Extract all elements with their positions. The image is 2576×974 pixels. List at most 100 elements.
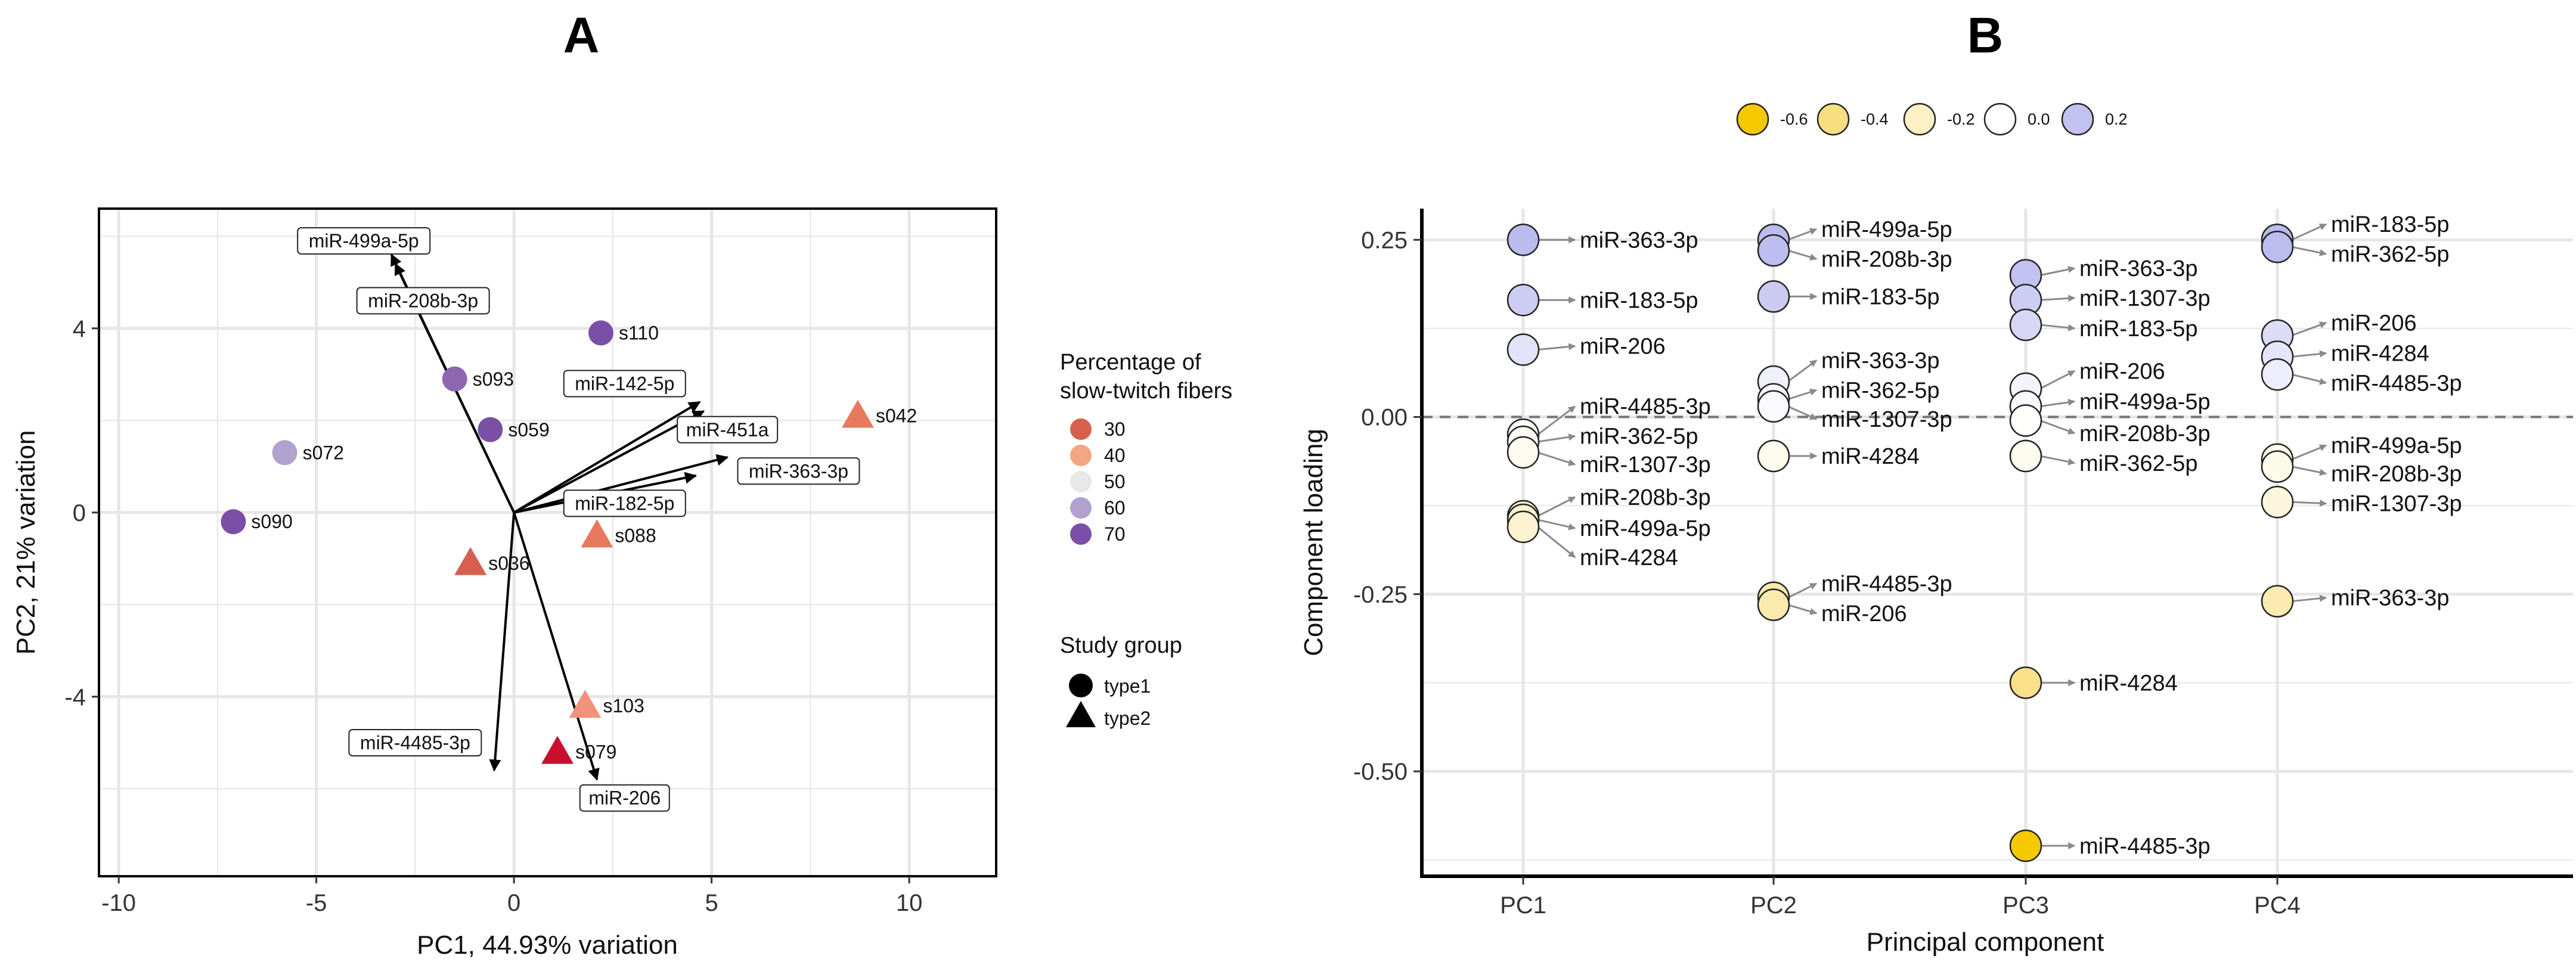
y-tick-label: -0.50 xyxy=(1353,759,1408,785)
legend-type1-label: type1 xyxy=(1104,675,1151,697)
panel-b-loading-points xyxy=(1506,224,2294,863)
loading-legend-swatch xyxy=(1983,103,2017,136)
loading-point xyxy=(1506,224,1540,256)
vector-label: miR-4485-3p xyxy=(360,732,470,753)
vector-label: miR-499a-5p xyxy=(309,230,419,252)
sample-point-triangle xyxy=(569,690,602,718)
sample-label: s110 xyxy=(619,322,659,344)
label-leader-line xyxy=(2291,373,2327,385)
mirna-label: miR-499a-5p xyxy=(1821,217,1952,242)
sample-point-triangle xyxy=(454,547,487,575)
fiber-legend-swatch xyxy=(1070,445,1092,466)
vector-label-box xyxy=(356,287,490,315)
panel-b-mirna-labels: miR-363-3p miR-183-5p miR-206 miR-4485-3p mi… xyxy=(1580,212,2462,859)
vector-label: miR-363-3p xyxy=(749,460,848,482)
x-tick-label: PC2 xyxy=(1750,892,1797,919)
panel-a-sample-points: s110 s093 s059 s072 s090 s042 s088 s036 s103 s079 xyxy=(221,320,917,764)
mirna-label: miR-206 xyxy=(2331,311,2417,336)
loading-point xyxy=(2009,829,2042,863)
fiber-legend-swatch xyxy=(1070,471,1092,492)
loading-legend-label: 0.0 xyxy=(2028,110,2050,128)
fiber-legend-swatch xyxy=(1070,497,1092,519)
legend-circle-icon xyxy=(1069,674,1093,697)
loading-vector-arrow xyxy=(513,410,705,514)
loading-legend-swatch xyxy=(1816,103,1850,136)
panel-a-vector-labels: miR-499a-5p miR-208b-3p miR-142-5p miR-451a… xyxy=(297,227,860,812)
mirna-label: miR-4485-3p xyxy=(2079,834,2211,859)
x-tick-label: 10 xyxy=(896,890,923,916)
loading-point xyxy=(1506,284,1540,317)
panel-b-letter: B xyxy=(1967,7,2004,63)
mirna-label: miR-206 xyxy=(2079,359,2165,384)
mirna-label: miR-1307-3p xyxy=(1580,452,1711,477)
mirna-label: miR-183-5p xyxy=(1821,284,1940,309)
label-leader-line xyxy=(2039,266,2076,277)
label-leader-line xyxy=(2291,500,2327,507)
label-leader-line xyxy=(1537,343,1576,351)
mirna-label: miR-4485-3p xyxy=(1821,572,1952,597)
mirna-label: miR-499a-5p xyxy=(1580,516,1711,541)
vector-label: miR-182-5p xyxy=(575,492,674,514)
label-leader-line xyxy=(1787,604,1818,615)
label-leader-line xyxy=(1787,359,1817,383)
fiber-legend: Percentage of slow-twitch fibers 30 40 50 6… xyxy=(1060,350,1232,545)
vector-label: miR-451a xyxy=(686,419,769,441)
mirna-label: miR-362-5p xyxy=(1580,424,1698,449)
loading-point xyxy=(2009,666,2042,699)
loading-point xyxy=(1757,390,1790,423)
y-tick-label: 0.25 xyxy=(1361,227,1408,253)
mirna-label: miR-183-5p xyxy=(2079,317,2198,342)
mirna-label: miR-1307-3p xyxy=(2331,492,2462,517)
label-leader-line xyxy=(2039,398,2076,408)
sample-label: s103 xyxy=(603,695,644,716)
mirna-label: miR-363-3p xyxy=(1821,348,1940,373)
fiber-legend-label: 70 xyxy=(1104,523,1126,545)
sample-label: s042 xyxy=(876,405,917,427)
label-leader-line xyxy=(1787,388,1818,401)
label-leader-line xyxy=(2039,420,2076,435)
loading-point xyxy=(1757,280,1790,313)
sample-label: s090 xyxy=(251,511,292,532)
mirna-label: miR-206 xyxy=(1821,601,1907,626)
mirna-label: miR-208b-3p xyxy=(1580,485,1711,510)
loading-vector-arrow xyxy=(513,512,600,781)
label-leader-line xyxy=(1787,249,1818,261)
fiber-legend-title-line1: Percentage of xyxy=(1060,350,1201,375)
label-leader-line xyxy=(1537,405,1576,436)
loading-legend-swatch xyxy=(1736,103,1769,136)
label-leader-line xyxy=(2291,246,2327,256)
x-tick-label: -10 xyxy=(101,890,136,916)
y-tick-label: 0.00 xyxy=(1361,405,1408,431)
label-leader-line xyxy=(2291,466,2327,476)
mirna-label: miR-1307-3p xyxy=(2079,286,2211,311)
panel-b-label-leaders xyxy=(1537,223,2327,849)
vector-label: miR-208b-3p xyxy=(368,290,478,311)
y-tick-label: -0.25 xyxy=(1353,582,1408,608)
sample-label: s079 xyxy=(575,741,616,762)
sample-label: s093 xyxy=(473,368,514,390)
sample-label: s059 xyxy=(508,419,549,441)
loading-vector-arrow xyxy=(489,512,516,772)
panel-b-y-axis-title: Component loading xyxy=(1299,429,1328,656)
loading-legend: -0.6 -0.4 -0.2 0.0 0.2 xyxy=(1736,103,2128,136)
vector-label: miR-206 xyxy=(588,787,661,809)
mirna-label: miR-362-5p xyxy=(2079,451,2198,476)
label-leader-line xyxy=(2291,350,2327,358)
panel-b-x-axis-title: Principal component xyxy=(1867,928,2104,957)
sample-point-triangle xyxy=(841,399,874,428)
loading-point xyxy=(1506,436,1540,469)
mirna-label: miR-208b-3p xyxy=(2079,421,2211,446)
sample-point-circle xyxy=(478,417,503,442)
mirna-label: miR-499a-5p xyxy=(2079,389,2211,414)
label-leader-line xyxy=(2039,455,2076,466)
mirna-label: miR-208b-3p xyxy=(2331,462,2462,487)
mirna-label: miR-183-5p xyxy=(2331,212,2450,237)
x-tick-label: PC1 xyxy=(1500,892,1546,919)
loading-legend-label: 0.2 xyxy=(2105,110,2128,128)
loading-legend-swatch xyxy=(2061,103,2094,136)
mirna-label: miR-206 xyxy=(1580,334,1666,359)
mirna-label: miR-4284 xyxy=(1821,444,1920,469)
x-tick-label: 5 xyxy=(705,890,718,916)
panel-a-x-axis-title: PC1, 44.93% variation xyxy=(417,930,678,960)
